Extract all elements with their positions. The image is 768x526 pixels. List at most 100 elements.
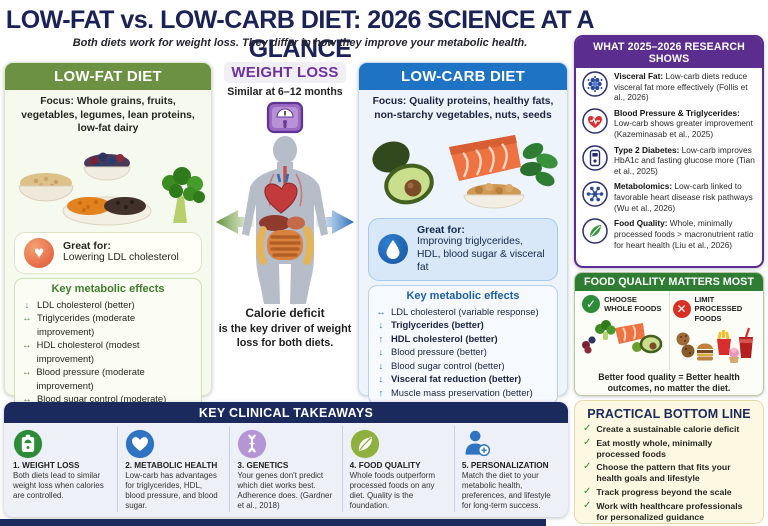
leaf-icon — [350, 429, 379, 459]
weight-loss-column: WEIGHT LOSS Similar at 6–12 months — [214, 62, 356, 396]
whole-foods-image — [581, 319, 663, 354]
checkmark-icon: ✓ — [583, 423, 592, 434]
research-item: Visceral Fat: Low-carb diets reduce visc… — [576, 68, 762, 105]
effect-row: ↔ Triglycerides (moderate improvement) — [22, 311, 194, 338]
low-carb-effects-box: Key metabolic effects ↔ LDL cholesterol (… — [368, 284, 558, 406]
trend-up-icon: ↑ — [378, 332, 384, 344]
bottom-line-item: ✓ Work with healthcare professionals for … — [583, 499, 743, 522]
takeaway-weight-loss: 1. WEIGHT LOSS Both diets lead to simila… — [6, 426, 117, 512]
low-fat-diet-panel: LOW-FAT DIET Focus: Whole grains, fruits… — [4, 62, 212, 453]
caption-bold: Calorie deficit — [245, 306, 325, 320]
heart-icon — [126, 429, 155, 459]
page-title: LOW-FAT vs. LOW-CARB DIET: 2026 SCIENCE … — [5, 6, 595, 63]
research-item: Metabolomics: Low-carb linked to favorab… — [576, 178, 762, 215]
bathroom-scale-icon — [266, 101, 304, 134]
takeaway-heading: 1. WEIGHT LOSS — [13, 461, 80, 470]
effect-text: Triglycerides (better) — [391, 319, 484, 331]
takeaway-heading: 4. FOOD QUALITY — [349, 461, 421, 470]
research-panel-header: WHAT 2025–2026 RESEARCH SHOWS — [576, 37, 762, 68]
trend-down-icon: ↓ — [378, 359, 384, 371]
effect-row: ↔ Blood sugar control (moderate) — [22, 392, 194, 406]
trend-neutral-icon: ↔ — [22, 312, 32, 324]
great-for-text: Lowering LDL cholesterol — [63, 252, 179, 264]
takeaway-heading: 2. METABOLIC HEALTH — [125, 461, 218, 470]
food-quality-bottom-text: Better food quality = Better health outc… — [598, 372, 740, 394]
bottom-line-item: ✓ Track progress beyond the scale — [583, 486, 732, 498]
research-item: Blood Pressure & Triglycerides: Low-carb… — [576, 105, 762, 142]
takeaway-heading: 5. PERSONALIZATION — [461, 461, 549, 470]
effect-text: Blood sugar control (better) — [391, 359, 505, 371]
bottom-line-title: PRACTICAL BOTTOM LINE — [587, 407, 751, 421]
trend-up-icon: ↑ — [378, 386, 384, 398]
effect-text: Blood pressure (moderate improvement) — [36, 366, 145, 391]
bottom-line-item: ✓ Create a sustainable calorie deficit — [583, 423, 740, 434]
checkmark-icon: ✓ — [583, 486, 592, 498]
food-quality-header: FOOD QUALITY MATTERS MOST — [575, 273, 763, 291]
effect-row: ↓ Blood pressure (better) — [376, 345, 550, 359]
effect-text: HDL cholesterol (modest improvement) — [36, 339, 140, 364]
great-for-label: Great for: — [63, 240, 111, 253]
trend-down-icon: ↓ — [378, 319, 384, 331]
heart-pulse-icon — [582, 108, 608, 134]
low-carb-focus-text: Focus: Quality proteins, healthy fats, n… — [372, 96, 554, 121]
research-item-text: Type 2 Diabetes: Low-carb improves HbA1c… — [614, 144, 755, 176]
effect-row: ↔ Blood pressure (moderate improvement) — [22, 365, 194, 392]
effect-text: LDL cholesterol (variable response) — [391, 305, 539, 317]
effect-text: Triglycerides (moderate improvement) — [36, 312, 136, 337]
calorie-deficit-caption: Calorie deficit is the key driver of wei… — [214, 306, 356, 350]
checkmark-icon: ✓ — [583, 499, 592, 511]
effect-row: ↓ LDL cholesterol (better) — [22, 298, 194, 312]
takeaways-header: KEY CLINICAL TAKEAWAYS — [4, 402, 568, 423]
water-drop-icon — [378, 234, 408, 265]
bottom-line-item: ✓ Choose the pattern that fits your healt… — [583, 461, 731, 484]
effect-row: ↓ Blood sugar control (better) — [376, 359, 550, 373]
takeaway-text: Match the diet to your metabolic health,… — [461, 471, 551, 510]
page-subtitle: Both diets work for weight loss. They di… — [72, 37, 528, 49]
takeaway-personalization: 5. PERSONALIZATION Match the diet to you… — [453, 426, 566, 512]
effect-text: LDL cholesterol (better) — [37, 298, 135, 310]
dna-icon — [238, 429, 267, 459]
weight-loss-title: WEIGHT LOSS — [224, 62, 346, 83]
research-item-text: Food Quality: Whole, minimally processed… — [614, 218, 754, 250]
trend-neutral-icon: ↔ — [22, 339, 32, 351]
takeaway-food-quality: 4. FOOD QUALITY Whole foods outperform p… — [341, 426, 454, 512]
research-item: Food Quality: Whole, minimally processed… — [576, 215, 762, 252]
low-fat-foods-image — [18, 152, 205, 226]
x-icon: ✕ — [672, 300, 691, 319]
limit-label: LIMIT PROCESSED FOODS — [694, 295, 743, 323]
effect-text: Blood sugar control (moderate) — [37, 393, 167, 405]
scale-icon — [13, 429, 43, 459]
effect-row: ↓ Visceral fat reduction (better) — [376, 372, 550, 386]
effect-row: ↔ HDL cholesterol (modest improvement) — [22, 338, 194, 365]
takeaway-text: Both diets lead to similar weight loss w… — [13, 471, 104, 500]
research-item-text: Metabolomics: Low-carb linked to favorab… — [614, 181, 753, 213]
human-body-organs-illustration — [216, 136, 354, 304]
effects-title: Key metabolic effects — [406, 289, 520, 302]
trend-down-icon: ↓ — [378, 346, 384, 358]
research-item: Type 2 Diabetes: Low-carb improves HbA1c… — [576, 142, 762, 179]
heart-icon: ♥ — [24, 237, 54, 268]
takeaway-heading: 3. GENETICS — [237, 461, 289, 470]
trend-down-icon: ↓ — [378, 373, 384, 385]
takeaway-genetics: 3. GENETICS Your genes don't predict whi… — [229, 426, 341, 512]
effect-text: Visceral fat reduction (better) — [391, 373, 522, 385]
choose-whole-foods-column: ✓ CHOOSE WHOLE FOODS — [575, 291, 669, 370]
effect-text: HDL cholesterol (better) — [391, 332, 498, 344]
fat-cells-icon — [582, 71, 608, 97]
trend-neutral-icon: ↔ — [22, 366, 32, 378]
processed-foods-image — [676, 328, 754, 364]
low-carb-diet-panel: LOW-CARB DIET Focus: Quality proteins, h… — [358, 62, 568, 406]
person-plus-icon — [465, 430, 490, 457]
effect-row: ↑ HDL cholesterol (better) — [376, 332, 550, 346]
low-carb-diet-header: LOW-CARB DIET — [359, 63, 567, 90]
key-clinical-takeaways-panel: KEY CLINICAL TAKEAWAYS 1. WEIGHT LOSS Bo… — [4, 402, 568, 517]
effect-text: Blood pressure (better) — [391, 346, 487, 358]
choose-label: CHOOSE WHOLE FOODS — [604, 295, 662, 314]
research-item-text: Blood Pressure & Triglycerides: Low-carb… — [614, 107, 753, 140]
glucose-meter-icon — [582, 144, 608, 171]
great-for-text: Improving triglycerides, HDL, blood suga… — [417, 236, 545, 273]
takeaway-text: Your genes don't predict which diet work… — [237, 471, 333, 510]
footer-bar — [0, 519, 546, 526]
caption-rest: is the key driver of weight loss for bot… — [218, 322, 352, 349]
